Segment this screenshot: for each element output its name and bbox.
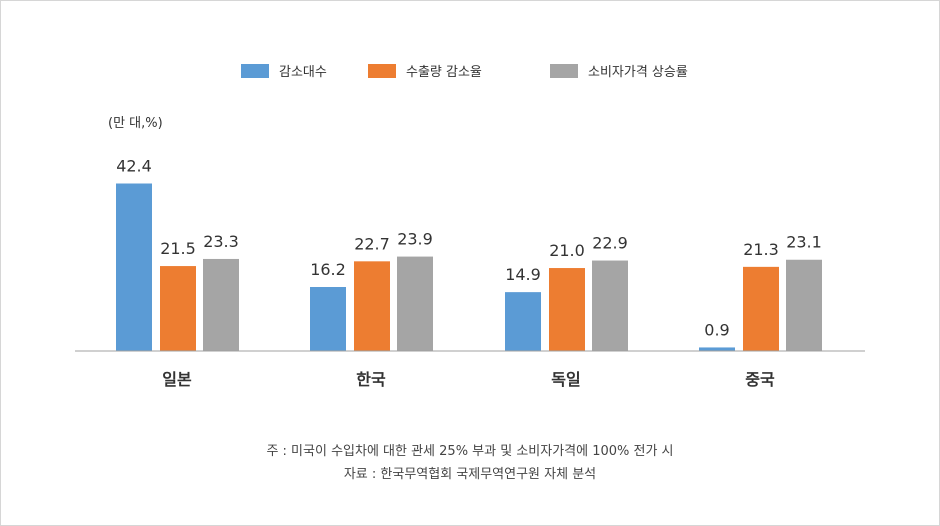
unit-label: (만 대,%)	[108, 116, 163, 131]
bar	[743, 266, 779, 351]
data-label: 22.9	[592, 234, 628, 253]
note-line: 주 : 미국이 수입차에 대한 관세 25% 부과 및 소비자가격에 100% …	[266, 444, 673, 459]
legend-label: 감소대수	[279, 65, 327, 80]
data-label: 21.5	[160, 239, 196, 258]
bar	[116, 183, 152, 351]
legend-label: 소비자가격 상승률	[588, 65, 688, 80]
data-label: 16.2	[310, 260, 346, 279]
category-tick-label: 중국	[745, 370, 775, 389]
bar	[203, 258, 239, 351]
category-tick-label: 한국	[356, 370, 386, 389]
source-notes: 주 : 미국이 수입차에 대한 관세 25% 부과 및 소비자가격에 100% …	[266, 444, 673, 482]
category-labels: 일본 한국 독일 중국	[162, 370, 775, 389]
legend-swatch	[241, 64, 269, 78]
bar	[354, 261, 390, 351]
bar	[592, 260, 628, 351]
data-label: 23.9	[397, 230, 433, 249]
legend-swatch	[550, 64, 578, 78]
bar	[699, 347, 735, 351]
data-label: 23.3	[203, 232, 239, 251]
source-line: 자료 : 한국무역협회 국제무역연구원 자체 분석	[344, 467, 596, 482]
data-label: 21.3	[743, 240, 779, 259]
data-label: 0.9	[704, 320, 729, 339]
bar	[397, 256, 433, 351]
category-tick-label: 독일	[551, 370, 580, 389]
bar	[505, 292, 541, 351]
bar	[549, 268, 585, 351]
legend-swatch	[368, 64, 396, 78]
data-label: 14.9	[505, 265, 541, 284]
bar	[160, 266, 196, 351]
legend: 감소대수 수출량 감소율 소비자가격 상승률	[241, 64, 688, 80]
bar	[786, 259, 822, 351]
data-label: 22.7	[354, 234, 390, 253]
data-label: 23.1	[786, 233, 822, 252]
bars-group: 42.4 21.5 23.3 16.2 22.7 23.9 14.9 21.0 22.9 0.9 2…	[116, 157, 822, 351]
bar	[310, 287, 346, 351]
category-tick-label: 일본	[162, 370, 192, 389]
data-label: 21.0	[549, 241, 585, 260]
legend-label: 수출량 감소율	[406, 65, 482, 80]
data-label: 42.4	[116, 157, 152, 176]
